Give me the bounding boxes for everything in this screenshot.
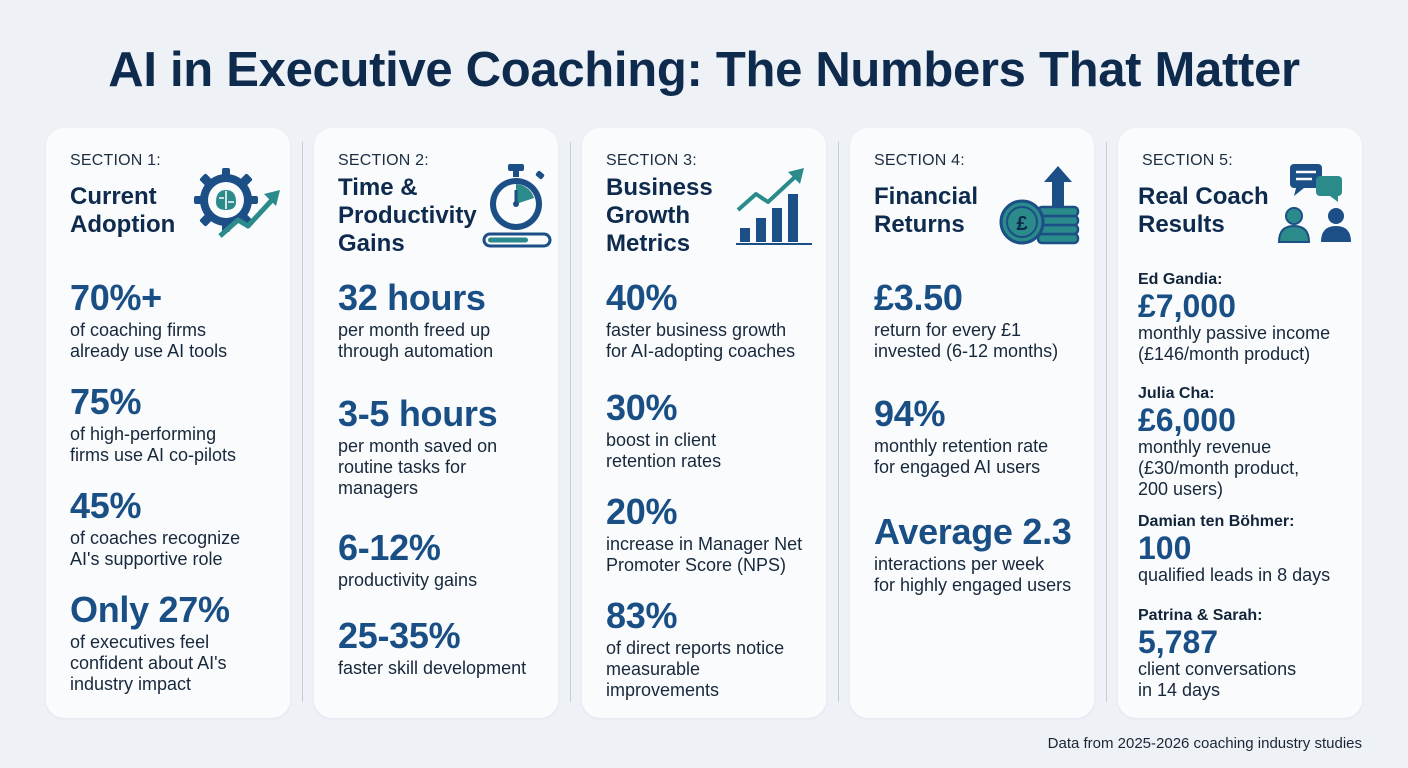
stat-block: 45% of coaches recognize AI's supportive… — [70, 486, 300, 570]
section-heading: Time & Productivity Gains — [338, 174, 477, 257]
stat-value: 20% — [606, 491, 678, 532]
coach-result: Ed Gandia: £7,000 monthly passive income… — [1138, 270, 1368, 365]
column-divider — [302, 142, 303, 702]
stat-description: faster skill development — [338, 658, 527, 678]
coach-description: monthly passive income (£146/month produ… — [1138, 323, 1331, 364]
gear-brain-growth-icon — [194, 168, 280, 238]
coach-description: qualified leads in 8 days — [1138, 565, 1331, 585]
coin-stack-arrow-icon: £ — [999, 166, 1080, 245]
stat-block: 75% of high-performing firms use AI co-p… — [70, 382, 300, 466]
coach-value: £7,000 — [1138, 288, 1236, 324]
bar-chart-growth-icon — [736, 168, 812, 245]
source-footnote: Data from 2025-2026 coaching industry st… — [1047, 735, 1362, 752]
stat-value: 83% — [606, 595, 678, 636]
section-card-business-growth: SECTION 3: Business Growth Metrics 40% f… — [582, 128, 826, 718]
stat-description: faster business growth for AI-adopting c… — [606, 320, 796, 361]
stat-block: £3.50 return for every £1 invested (6-12… — [874, 278, 1104, 362]
stat-description: productivity gains — [338, 570, 478, 590]
stat-description: boost in client retention rates — [606, 430, 722, 471]
coach-result: Patrina & Sarah: 5,787 client conversati… — [1138, 606, 1368, 701]
stat-value: 94% — [874, 393, 946, 434]
section-card-financial-returns: SECTION 4: Financial Returns £ £3.50 ret… — [850, 128, 1094, 718]
stat-block: 40% faster business growth for AI-adopti… — [606, 278, 836, 362]
coach-result: Damian ten Böhmer: 100 qualified leads i… — [1138, 512, 1368, 586]
stat-description: per month freed up through automation — [338, 320, 494, 361]
stat-value: 30% — [606, 387, 678, 428]
stat-value: 70%+ — [70, 277, 162, 318]
column-divider — [1106, 142, 1107, 702]
stopwatch-icon — [482, 164, 552, 248]
coach-name: Damian ten Böhmer: — [1138, 513, 1295, 530]
stat-block: 70%+ of coaching firms already use AI to… — [70, 278, 300, 362]
stat-value: 32 hours — [338, 277, 486, 318]
section-heading: Financial Returns — [874, 183, 979, 238]
stat-value: £3.50 — [874, 277, 963, 318]
stat-value: 6-12% — [338, 527, 441, 568]
stat-description: monthly retention rate for engaged AI us… — [874, 436, 1049, 477]
section-heading: Business Growth Metrics — [606, 174, 713, 257]
stat-block: 25-35% faster skill development — [338, 616, 568, 679]
stat-block: 3-5 hours per month saved on routine tas… — [338, 394, 568, 499]
column-divider — [570, 142, 571, 702]
stat-block: 20% increase in Manager Net Promoter Sco… — [606, 492, 836, 576]
coach-description: client conversations in 14 days — [1138, 659, 1297, 700]
stat-block: Average 2.3 interactions per week for hi… — [874, 512, 1104, 596]
section-label: SECTION 3: — [606, 152, 697, 169]
stat-description: increase in Manager Net Promoter Score (… — [606, 534, 803, 575]
stat-description: interactions per week for highly engaged… — [874, 554, 1072, 595]
stat-value: 45% — [70, 485, 142, 526]
column-divider — [838, 142, 839, 702]
stat-value: 3-5 hours — [338, 393, 498, 434]
coach-name: Julia Cha: — [1138, 385, 1215, 402]
section-heading: Real Coach Results — [1138, 183, 1269, 238]
stat-block: 94% monthly retention rate for engaged A… — [874, 394, 1104, 478]
section-label: SECTION 2: — [338, 152, 429, 169]
stat-value: Average 2.3 — [874, 511, 1072, 552]
coach-value: 5,787 — [1138, 624, 1219, 660]
people-chat-icon — [1277, 164, 1351, 243]
section-heading: Current Adoption — [70, 183, 176, 238]
svg-text:£: £ — [1016, 213, 1027, 235]
stat-description: per month saved on routine tasks for man… — [338, 436, 498, 498]
coach-description: monthly revenue (£30/month product, 200 … — [1138, 437, 1300, 499]
section-label: SECTION 4: — [874, 152, 965, 169]
section-card-current-adoption: SECTION 1: Current Adoption 70%+ of coac… — [46, 128, 290, 718]
stat-description: of coaches recognize AI's supportive rol… — [70, 528, 241, 569]
stat-block: 83% of direct reports notice measurable … — [606, 596, 836, 701]
stat-block: 30% boost in client retention rates — [606, 388, 836, 472]
coach-result: Julia Cha: £6,000 monthly revenue (£30/m… — [1138, 384, 1368, 500]
stat-description: of coaching firms already use AI tools — [70, 320, 228, 361]
section-label: SECTION 5: — [1142, 152, 1233, 169]
section-card-time-productivity: SECTION 2: Time & Productivity Gains 32 … — [314, 128, 558, 718]
page-title: AI in Executive Coaching: The Numbers Th… — [108, 43, 1300, 97]
stat-block: 6-12% productivity gains — [338, 528, 568, 591]
stat-description: of high-performing firms use AI co-pilot… — [70, 424, 237, 465]
stat-value: Only 27% — [70, 589, 230, 630]
stat-value: 40% — [606, 277, 678, 318]
stat-block: Only 27% of executives feel confident ab… — [70, 590, 300, 695]
coach-value: 100 — [1138, 530, 1192, 566]
stat-value: 75% — [70, 381, 142, 422]
section-card-real-coach-results: SECTION 5: Real Coach Results Ed Gandia:… — [1118, 128, 1362, 718]
stat-description: of direct reports notice measurable impr… — [606, 638, 785, 700]
section-label: SECTION 1: — [70, 152, 161, 169]
stat-description: return for every £1 invested (6-12 month… — [874, 320, 1059, 361]
coach-value: £6,000 — [1138, 402, 1236, 438]
stat-description: of executives feel confident about AI's … — [70, 632, 227, 694]
coach-name: Ed Gandia: — [1138, 271, 1223, 288]
stat-value: 25-35% — [338, 615, 461, 656]
coach-name: Patrina & Sarah: — [1138, 607, 1263, 624]
stat-block: 32 hours per month freed up through auto… — [338, 278, 568, 362]
